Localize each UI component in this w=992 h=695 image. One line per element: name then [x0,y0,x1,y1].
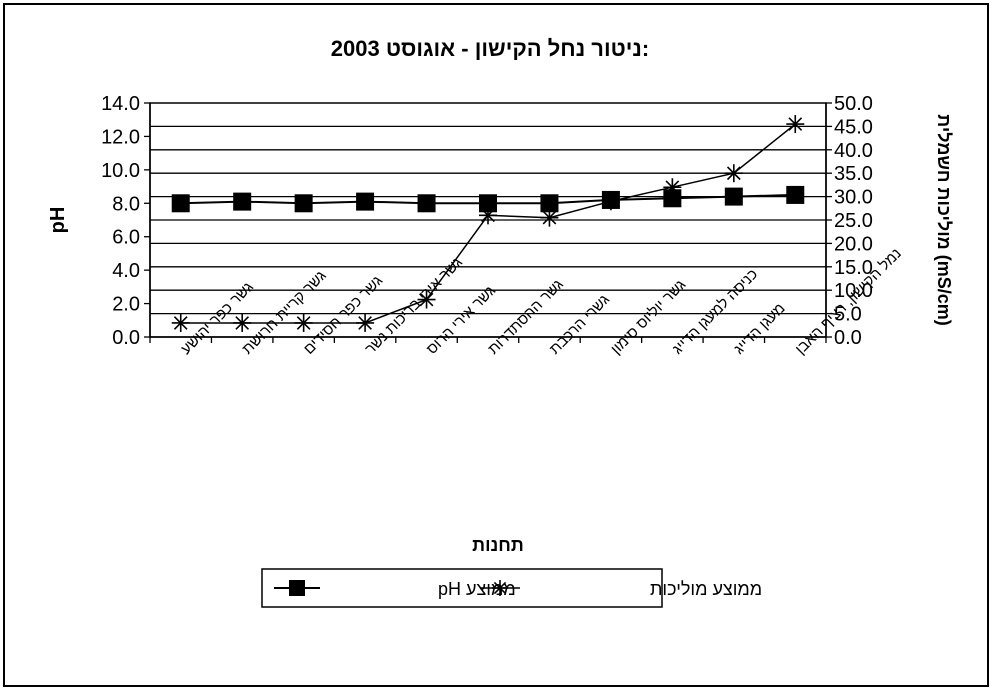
ph-point [479,194,497,213]
y-left-axis-label: pH [47,207,69,234]
ph-point [724,187,743,206]
legend-box [261,568,663,608]
y-left-tick-labels: 0.0 2.0 4.0 6.0 8.0 10.0 12.0 14.0 [101,93,140,349]
y-right-tick-label: 30.0 [834,187,873,209]
conductivity-point [479,206,497,225]
y-left-tick-label: 0.0 [112,327,140,349]
conductivity-point [233,313,252,332]
ph-point [540,194,559,213]
ph-point [417,194,436,213]
y-left-tick-label: 10.0 [101,160,140,182]
legend-item-ph: ממוצע pH [274,579,516,599]
conductivity-point [356,313,375,332]
ph-point [294,194,313,213]
y-right-tick-label: 5.0 [834,304,862,326]
y-left-tick-label: 2.0 [112,294,140,316]
ph-point [663,189,682,208]
legend-label-conductivity: ממוצע מוליכות [650,579,762,599]
conductivity-point [786,115,805,134]
y-right-tick-label: 35.0 [834,163,873,185]
y-left-tick-label: 6.0 [112,227,140,249]
y-right-axis-label: מוליכות חשמלית (mS/cm) [934,114,954,325]
conductivity-point [294,313,313,332]
legend-item-conductivity: ממוצע מוליכות [480,579,762,599]
y-right-tick-label: 20.0 [834,233,873,255]
axes [144,102,832,343]
ph-point [356,192,375,211]
legend-star-glyph [492,580,508,596]
legend: ממוצע מוליכות ממוצע pH [261,568,762,608]
y-left-tick-label: 4.0 [112,260,140,282]
legend-star-marker [492,580,508,596]
y-left-tick-label: 14.0 [101,93,140,115]
y-right-tick-label: 10.0 [834,280,873,302]
y-right-tick-label: 45.0 [834,116,873,138]
legend-square-marker [289,580,305,596]
conductivity-point [724,164,743,183]
conductivity-point [663,178,682,197]
y-right-tick-labels: 0.05.010.015.020.025.030.035.040.045.050… [834,93,873,349]
conductivity-point [540,208,559,227]
y-right-tick-label: 50.0 [834,93,873,115]
ph-point [786,185,805,204]
x-axis-label: תחנות [472,535,524,555]
legend-label-ph: ממוצע pH [438,579,516,599]
conductivity-point [601,192,620,211]
y-left-tick-label: 12.0 [101,126,140,148]
gridlines [150,125,826,315]
y-right-tick-label: 15.0 [834,257,873,279]
ph-point [233,192,252,211]
conductivity-point [171,313,190,332]
ph-point [171,194,190,213]
y-right-tick-label: 40.0 [834,140,873,162]
series-layer [171,115,805,332]
chart-title: ניטור נחל הקישון - אוגוסט 2003: [331,36,649,61]
y-right-tick-label: 25.0 [834,210,873,232]
y-right-tick-label: 0.0 [834,327,862,349]
conductivity-point [417,290,436,309]
y-left-tick-label: 8.0 [112,193,140,215]
series-conductivity [171,115,805,332]
